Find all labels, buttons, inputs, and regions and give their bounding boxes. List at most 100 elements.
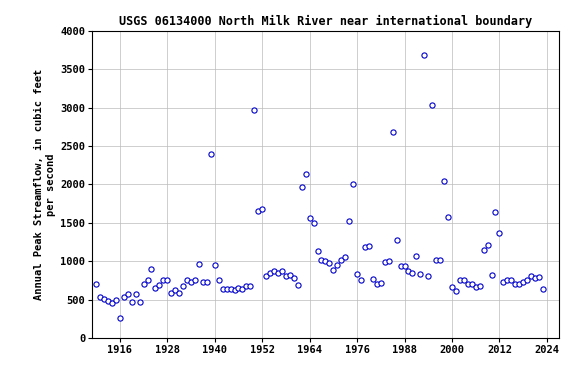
Point: [518, 279, 528, 285]
Point: [206, 151, 215, 157]
Point: [297, 184, 306, 190]
Point: [289, 275, 298, 281]
Point: [487, 272, 496, 278]
Point: [503, 277, 512, 283]
Point: [357, 277, 366, 283]
Point: [317, 257, 326, 263]
Point: [416, 271, 425, 277]
Point: [242, 283, 251, 290]
Point: [427, 102, 437, 108]
Point: [455, 276, 464, 283]
Point: [388, 129, 397, 135]
Point: [309, 220, 318, 226]
Point: [187, 279, 196, 285]
Point: [151, 285, 160, 291]
Point: [277, 268, 286, 274]
Point: [270, 268, 279, 274]
Point: [380, 259, 389, 265]
Point: [194, 261, 203, 267]
Point: [313, 248, 322, 254]
Point: [329, 267, 338, 273]
Point: [103, 298, 112, 304]
Point: [499, 279, 508, 285]
Point: [368, 276, 377, 282]
Point: [234, 285, 243, 291]
Point: [190, 277, 199, 283]
Point: [495, 230, 504, 236]
Point: [111, 297, 120, 303]
Point: [274, 270, 283, 276]
Point: [100, 296, 109, 302]
Point: [459, 277, 468, 283]
Point: [179, 283, 188, 289]
Point: [479, 247, 488, 253]
Point: [514, 281, 524, 287]
Point: [131, 291, 141, 297]
Point: [467, 281, 476, 287]
Point: [238, 286, 247, 292]
Point: [162, 276, 172, 283]
Point: [400, 263, 409, 270]
Point: [392, 237, 401, 243]
Point: [404, 268, 413, 274]
Point: [166, 290, 176, 296]
Point: [226, 286, 235, 292]
Point: [210, 262, 219, 268]
Point: [507, 277, 516, 283]
Point: [435, 257, 445, 263]
Point: [214, 277, 223, 283]
Point: [127, 299, 137, 305]
Point: [246, 283, 255, 289]
Point: [253, 208, 263, 214]
Point: [249, 107, 259, 113]
Point: [336, 257, 346, 263]
Point: [510, 281, 520, 287]
Point: [530, 275, 540, 281]
Y-axis label: Annual Peak Streamflow, in cubic feet
per second: Annual Peak Streamflow, in cubic feet pe…: [35, 69, 56, 300]
Point: [230, 287, 239, 293]
Point: [115, 314, 124, 321]
Point: [123, 291, 132, 297]
Point: [431, 257, 441, 263]
Point: [147, 266, 156, 272]
Point: [340, 254, 350, 260]
Point: [143, 277, 152, 283]
Point: [293, 282, 302, 288]
Point: [439, 178, 449, 184]
Point: [412, 253, 421, 259]
Point: [139, 281, 148, 287]
Point: [262, 273, 271, 280]
Point: [333, 262, 342, 268]
Point: [344, 218, 354, 224]
Point: [281, 273, 290, 280]
Point: [463, 281, 472, 287]
Point: [372, 281, 381, 287]
Point: [539, 286, 548, 292]
Point: [155, 282, 164, 288]
Point: [420, 51, 429, 58]
Point: [348, 181, 358, 187]
Point: [522, 276, 532, 283]
Point: [301, 170, 310, 177]
Point: [222, 286, 231, 292]
Point: [452, 288, 461, 294]
Point: [491, 209, 500, 215]
Point: [202, 279, 211, 285]
Point: [396, 263, 405, 270]
Point: [471, 284, 480, 290]
Point: [285, 272, 294, 278]
Point: [376, 280, 385, 286]
Point: [119, 294, 128, 300]
Point: [175, 290, 184, 296]
Title: USGS 06134000 North Milk River near international boundary: USGS 06134000 North Milk River near inte…: [119, 15, 532, 28]
Point: [107, 300, 116, 306]
Point: [448, 284, 457, 290]
Point: [483, 242, 492, 248]
Point: [408, 270, 417, 276]
Point: [266, 270, 275, 276]
Point: [444, 214, 453, 220]
Point: [526, 273, 536, 280]
Point: [305, 215, 314, 221]
Point: [365, 243, 374, 249]
Point: [475, 283, 484, 289]
